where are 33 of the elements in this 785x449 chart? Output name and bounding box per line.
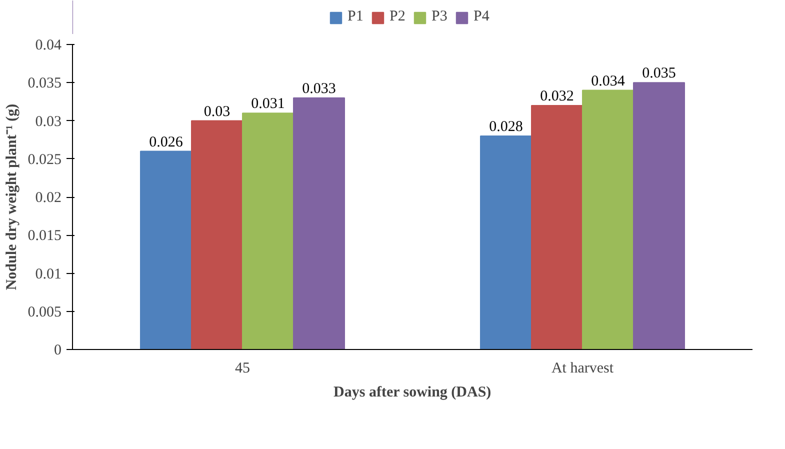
y-tick-label: 0.015	[28, 228, 62, 244]
bar	[293, 97, 345, 350]
bar	[633, 82, 685, 350]
bar	[531, 105, 583, 350]
bar	[582, 90, 634, 350]
bar	[191, 120, 243, 350]
y-tick-label: 0.005	[28, 304, 62, 320]
data-label: 0.032	[540, 88, 574, 104]
data-label: 0.031	[251, 96, 285, 112]
bar	[140, 150, 192, 350]
legend-label: P4	[474, 8, 490, 26]
y-axis-title: Nodule dry weight plant⁻¹ (g)	[4, 104, 20, 290]
data-label: 0.033	[302, 80, 336, 97]
data-label: 0.028	[489, 119, 523, 135]
y-tick-label: 0.04	[35, 38, 62, 54]
data-label: 0.03	[204, 104, 230, 120]
data-label: 0.034	[591, 73, 626, 90]
x-axis-title: Days after sowing (DAS)	[334, 384, 492, 400]
y-tick-label: 0.03	[35, 114, 62, 130]
legend-label: P3	[432, 8, 448, 26]
data-label: 0.026	[149, 134, 184, 150]
bar	[242, 112, 294, 350]
legend-label: P1	[348, 8, 364, 26]
bar	[480, 136, 532, 350]
y-tick-label: 0.035	[28, 76, 62, 92]
data-label: 0.035	[642, 66, 676, 82]
y-tick-label: 0.01	[35, 266, 62, 282]
y-tick-label: 0	[54, 342, 62, 358]
x-tick-label: 45	[235, 360, 250, 376]
y-tick-label: 0.025	[28, 152, 62, 168]
y-tick-label: 0.02	[35, 190, 62, 206]
x-tick-label: At harvest	[551, 360, 614, 376]
legend-label: P2	[390, 8, 406, 26]
